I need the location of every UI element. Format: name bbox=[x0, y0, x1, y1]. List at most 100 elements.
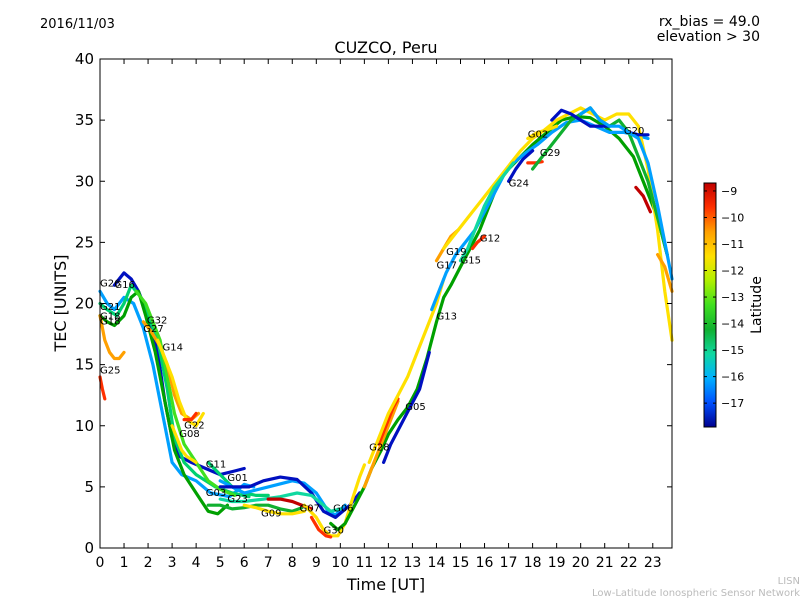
trace-g32 bbox=[134, 289, 237, 497]
trace-g20d bbox=[656, 253, 674, 293]
satellite-label: G02 bbox=[528, 130, 548, 141]
colorbar-tick-label: −10 bbox=[721, 211, 744, 224]
trace-g05b bbox=[367, 277, 446, 464]
colorbar-tick-label: −14 bbox=[721, 318, 744, 331]
x-tick-label: 7 bbox=[264, 555, 273, 571]
date-label: 2016/11/03 bbox=[40, 17, 115, 32]
x-tick-label: 2 bbox=[144, 555, 153, 571]
trace-g02b bbox=[550, 108, 612, 128]
colorbar-tick-label: −12 bbox=[721, 265, 744, 278]
satellite-label: G09 bbox=[261, 509, 281, 520]
x-tick-label: 14 bbox=[428, 555, 446, 571]
satellite-label: G12 bbox=[480, 233, 500, 244]
satellite-label: G26 bbox=[100, 279, 120, 290]
trace-g24 bbox=[507, 149, 535, 183]
series-layer bbox=[98, 106, 674, 539]
y-tick-label: 0 bbox=[84, 539, 94, 557]
satellite-label: G22 bbox=[184, 421, 204, 432]
x-tick-label: 8 bbox=[288, 555, 297, 571]
satellite-label: G05 bbox=[405, 402, 425, 413]
colorbar-tick-label: −11 bbox=[721, 238, 744, 251]
satellite-label: G29 bbox=[540, 148, 560, 159]
x-tick-label: 1 bbox=[120, 555, 129, 571]
trace-g03 bbox=[206, 503, 304, 513]
satellite-label: G21 bbox=[100, 302, 120, 313]
colorbar-gradient bbox=[703, 182, 717, 428]
trace-g28 bbox=[362, 399, 400, 489]
satellite-label: G08 bbox=[179, 429, 199, 440]
elevation-label: elevation > 30 bbox=[656, 29, 760, 45]
trace-g20c bbox=[634, 185, 652, 214]
y-tick-label: 20 bbox=[75, 295, 94, 313]
x-tick-label: 6 bbox=[240, 555, 249, 571]
x-tick-label: 23 bbox=[644, 555, 662, 571]
colorbar-tick-label: −17 bbox=[721, 397, 744, 410]
satellite-label: G03 bbox=[206, 488, 226, 499]
satellite-label: G19 bbox=[446, 247, 466, 258]
colorbar-label: Latitude bbox=[749, 276, 765, 334]
colorbar: −9 −10 −11 −12 −13 −14 −15 −16 −17 bbox=[703, 182, 744, 428]
trace-g01b bbox=[218, 475, 362, 519]
satellite-label: G13 bbox=[436, 312, 456, 323]
y-tick-label: 15 bbox=[75, 356, 94, 374]
x-tick-label: 21 bbox=[596, 555, 614, 571]
colorbar-tick-label: −9 bbox=[721, 185, 737, 198]
y-tick-label: 40 bbox=[75, 50, 94, 68]
colorbar-tick-label: −16 bbox=[721, 371, 744, 384]
trace-g12 bbox=[470, 234, 487, 251]
x-tick-label: 10 bbox=[331, 555, 349, 571]
satellite-label: G24 bbox=[509, 178, 529, 189]
trace-g08 bbox=[170, 424, 198, 464]
colorbar-tick-label: −15 bbox=[721, 344, 744, 357]
satellite-label: G20 bbox=[624, 126, 644, 137]
satellite-label: G28 bbox=[369, 443, 389, 454]
satellite-label: G30 bbox=[324, 526, 344, 537]
trace-g19 bbox=[442, 106, 674, 342]
x-tick-label: 4 bbox=[192, 555, 201, 571]
x-tick-label: 18 bbox=[524, 555, 542, 571]
y-axis-label: TEC [UNITS] bbox=[51, 255, 70, 353]
rx-bias-label: rx_bias = 49.0 bbox=[658, 14, 760, 30]
trace-g09 bbox=[242, 503, 306, 516]
satellite-label: G07 bbox=[299, 504, 319, 515]
satellite-label: G18 bbox=[100, 317, 120, 328]
x-tick-label: 12 bbox=[379, 555, 397, 571]
chart-title: CUZCO, Peru bbox=[334, 38, 438, 57]
y-tick-label: 10 bbox=[75, 417, 94, 435]
trace-g20b bbox=[579, 106, 674, 281]
satellite-label: G27 bbox=[143, 324, 163, 335]
trace-g26 bbox=[98, 289, 256, 499]
satellite-label: G32 bbox=[147, 315, 167, 326]
trace-g30 bbox=[302, 463, 366, 538]
trace-g14 bbox=[156, 338, 205, 428]
x-tick-label: 16 bbox=[476, 555, 494, 571]
trace-g15 bbox=[458, 161, 515, 263]
satellite-label: G11 bbox=[206, 460, 226, 471]
x-tick-label: 19 bbox=[548, 555, 566, 571]
trace-g25b bbox=[98, 375, 107, 401]
trace-g18 bbox=[98, 289, 229, 516]
satellite-label: G06 bbox=[333, 504, 353, 515]
org-long-label: Low-Latitude Ionospheric Sensor Network bbox=[592, 588, 800, 599]
x-tick-label: 20 bbox=[572, 555, 590, 571]
trace-g13 bbox=[430, 118, 650, 312]
x-tick-label: 11 bbox=[355, 555, 373, 571]
x-tick-label: 9 bbox=[312, 555, 321, 571]
org-short-label: LISN bbox=[777, 576, 800, 587]
y-tick-label: 30 bbox=[75, 172, 94, 190]
x-tick-label: 5 bbox=[216, 555, 225, 571]
colorbar-tick-label: −13 bbox=[721, 291, 744, 304]
satellite-label: G01 bbox=[227, 473, 247, 484]
trace-g22 bbox=[182, 411, 198, 422]
axis-layer: 0 1 2 3 4 5 6 7 8 9 10 11 12 13 14 15 16 17 18 19 20 21 22 2305… bbox=[75, 50, 672, 571]
x-tick-label: 17 bbox=[500, 555, 518, 571]
y-tick-label: 25 bbox=[75, 233, 94, 251]
trace-g30b bbox=[309, 515, 333, 539]
x-tick-label: 15 bbox=[452, 555, 470, 571]
trace-g23 bbox=[218, 491, 342, 513]
trace-g05 bbox=[382, 350, 431, 464]
x-tick-label: 22 bbox=[620, 555, 638, 571]
satellite-label: G25 bbox=[100, 366, 120, 377]
